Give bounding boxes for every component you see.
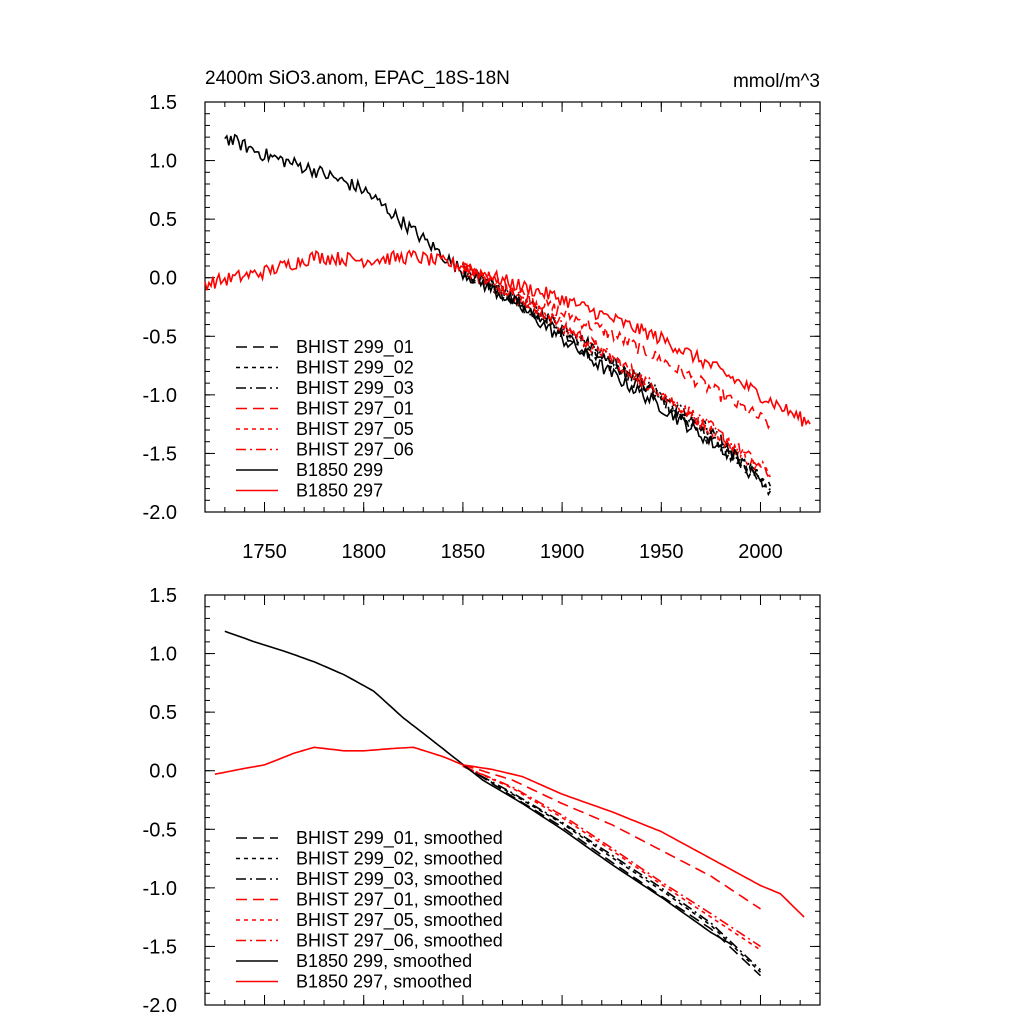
y-tick-label: 0.0 <box>149 761 177 783</box>
series-lines <box>214 630 805 977</box>
legend-label: BHIST 299_01, smoothed <box>296 828 503 849</box>
legend-label: BHIST 297_01 <box>296 399 414 420</box>
y-tick-label: -0.5 <box>143 819 177 841</box>
x-tick-label: 1750 <box>242 541 287 563</box>
x-tick-label: 2000 <box>738 541 783 563</box>
legend-label: B1850 297, smoothed <box>296 972 472 992</box>
y-tick-label: -1.5 <box>143 936 177 958</box>
legend-label: BHIST 299_01 <box>296 337 414 358</box>
y-tick-label: 0.5 <box>149 702 177 724</box>
legend-label: BHIST 297_05, smoothed <box>296 910 503 931</box>
series-line <box>462 765 762 971</box>
y-tick-label: 1.0 <box>149 151 177 173</box>
legend-label: BHIST 297_06 <box>296 440 414 461</box>
series-line <box>462 265 772 479</box>
legend-label: B1850 297 <box>296 481 383 501</box>
plot-frame <box>204 594 821 1006</box>
top-panel: 2400m SiO3.anom, EPAC_18S-18N mmol/m^3 1… <box>143 68 821 563</box>
series-line <box>462 764 762 977</box>
axis-ticks: 1.5 1.0 0.5 0.0 -0.5 -1.0 -1.5 -2.0 1750 1800 1850… <box>143 92 821 563</box>
bottom-panel: 1.5 1.0 0.5 0.0 -0.5 -1.0 -1.5 -2.0 BHIST 299_0… <box>143 585 821 1017</box>
series-lines <box>204 133 811 497</box>
legend-label: BHIST 299_03, smoothed <box>296 869 503 890</box>
x-tick-label: 1850 <box>441 541 486 563</box>
y-tick-label: -1.0 <box>143 385 177 407</box>
legend-label: B1850 299 <box>296 460 383 480</box>
y-tick-label: 0.5 <box>149 209 177 231</box>
legend-label: BHIST 297_05 <box>296 419 414 440</box>
y-tick-label: -1.5 <box>143 443 177 465</box>
legend-label: BHIST 297_06, smoothed <box>296 931 503 952</box>
series-line <box>462 765 761 951</box>
series-line <box>204 249 811 427</box>
y-tick-label: -2.0 <box>143 502 177 524</box>
series-line <box>224 630 732 945</box>
y-tick-label: -1.0 <box>143 878 177 900</box>
y-tick-label: 1.5 <box>149 585 177 607</box>
x-tick-label: 1950 <box>639 541 684 563</box>
y-tick-label: -0.5 <box>143 326 177 348</box>
units-label: mmol/m^3 <box>733 71 820 92</box>
y-tick-label: -2.0 <box>143 995 177 1017</box>
y-tick-label: 1.0 <box>149 644 177 666</box>
legend-label: BHIST 299_02 <box>296 358 414 379</box>
legend-label: BHIST 299_02, smoothed <box>296 849 503 870</box>
y-tick-label: 0.0 <box>149 268 177 290</box>
x-tick-label: 1900 <box>540 541 585 563</box>
series-line <box>214 746 805 918</box>
legend-label: B1850 299, smoothed <box>296 951 472 971</box>
plot-frame <box>204 101 821 513</box>
series-line <box>462 764 761 910</box>
y-tick-label: 1.5 <box>149 92 177 114</box>
chart-title: 2400m SiO3.anom, EPAC_18S-18N <box>205 68 510 89</box>
series-line <box>462 765 761 948</box>
legend-label: BHIST 299_03 <box>296 378 414 399</box>
axis-ticks: 1.5 1.0 0.5 0.0 -0.5 -1.0 -1.5 -2.0 <box>143 585 821 1017</box>
series-line <box>462 765 762 973</box>
legend-label: BHIST 297_01, smoothed <box>296 890 503 911</box>
x-tick-label: 1800 <box>341 541 386 563</box>
series-line <box>462 262 772 430</box>
series-line <box>224 133 742 463</box>
